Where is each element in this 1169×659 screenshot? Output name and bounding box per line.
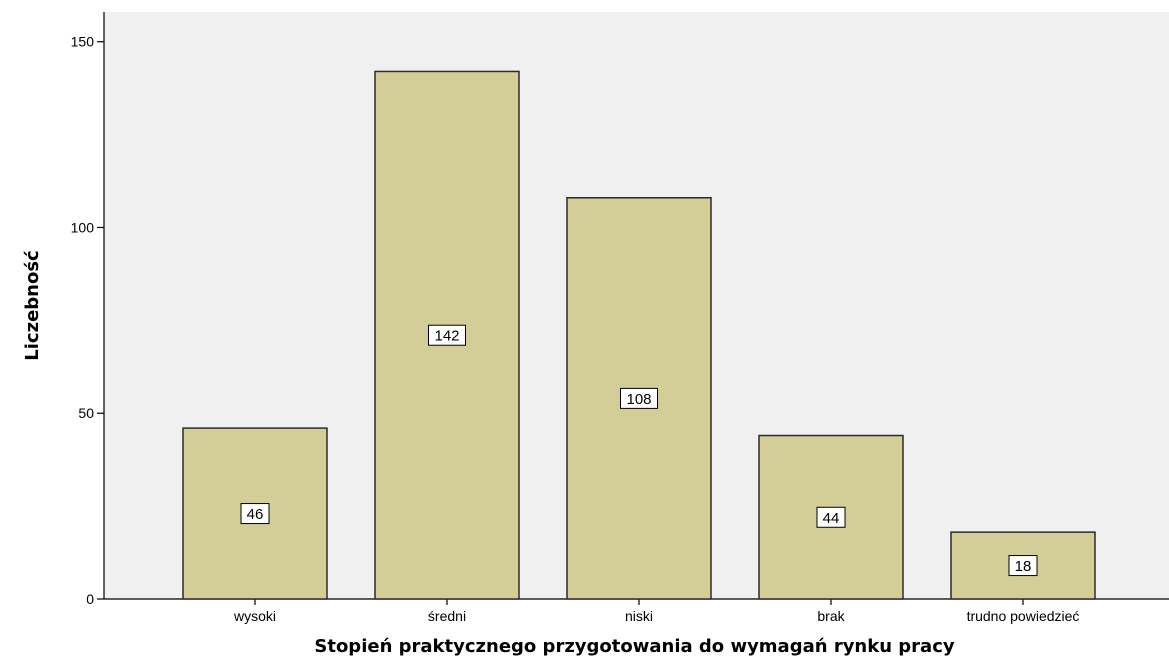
y-axis-title: Liczebność (22, 250, 43, 361)
data-label-box (240, 503, 270, 525)
data-label-box (816, 506, 846, 528)
data-label: 18 (1015, 558, 1032, 575)
data-label: 46 (247, 506, 264, 523)
y-tick-label: 100 (71, 219, 95, 235)
x-tick-label: brak (817, 608, 845, 624)
x-tick-label: wysoki (233, 608, 276, 624)
data-label-box (1008, 555, 1038, 577)
x-axis-title: Stopień praktycznego przygotowania do wy… (314, 636, 954, 657)
x-tick-label: średni (428, 608, 466, 624)
data-label-box (620, 387, 658, 409)
data-label: 142 (434, 328, 459, 345)
data-label-box (428, 324, 466, 346)
x-tick-label: niski (625, 608, 653, 624)
y-tick-label: 150 (71, 34, 95, 50)
data-labels: 46 142 108 44 18 (240, 324, 1038, 577)
y-tick-label: 50 (78, 405, 94, 421)
data-label: 44 (823, 510, 840, 527)
data-label: 108 (626, 391, 651, 408)
y-axis: 0 50 100 150 (71, 12, 105, 607)
x-axis: wysoki średni niski brak trudno powiedzieć (104, 598, 1169, 624)
x-tick-label: trudno powiedzieć (967, 608, 1080, 624)
y-tick-label: 0 (86, 591, 94, 607)
